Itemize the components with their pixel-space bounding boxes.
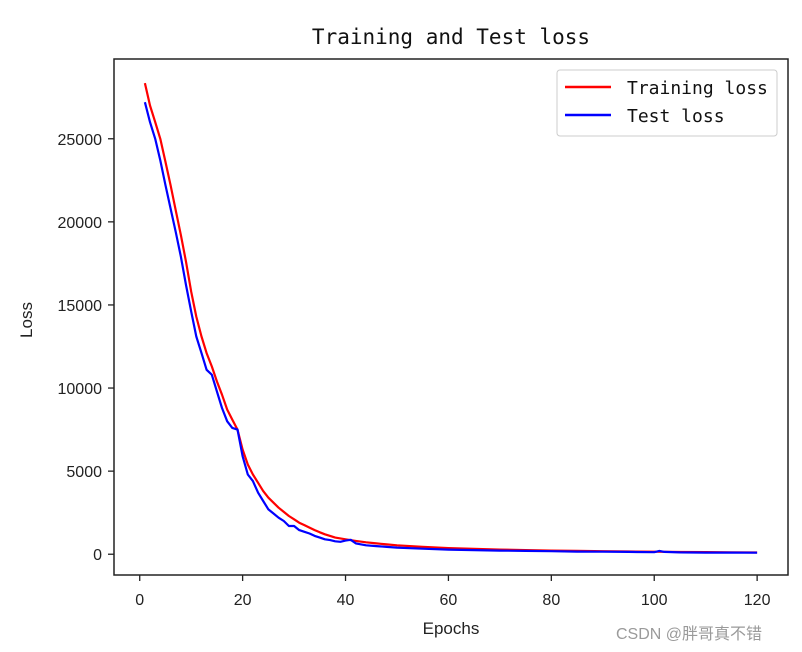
- y-tick-label: 5000: [66, 464, 102, 481]
- x-tick-label: 120: [744, 592, 771, 609]
- series-line-test-loss: [143, 101, 758, 554]
- y-tick-label: 15000: [58, 298, 103, 315]
- y-axis: 0 5000 10000 15000 20000 25000: [58, 132, 114, 564]
- x-tick-label: 20: [234, 592, 252, 609]
- y-tick-label: 20000: [58, 215, 103, 232]
- y-tick-label: 25000: [58, 132, 103, 149]
- plot-area: [113, 58, 789, 576]
- x-tick-label: 0: [135, 592, 144, 609]
- y-axis-label: Loss: [17, 302, 36, 338]
- x-axis-label: Epochs: [423, 619, 480, 638]
- axes-frame: [113, 58, 789, 576]
- legend-label-training: Training loss: [627, 78, 768, 99]
- x-tick-label: 60: [440, 592, 458, 609]
- chart-title: Training and Test loss: [312, 25, 590, 49]
- legend: Training loss Test loss: [556, 69, 778, 137]
- y-tick-label: 10000: [58, 381, 103, 398]
- watermark: CSDN @胖哥真不错: [616, 626, 763, 643]
- x-tick-label: 40: [337, 592, 355, 609]
- x-axis: 0 20 40 60 80 100 120: [135, 575, 771, 609]
- x-tick-label: 80: [542, 592, 560, 609]
- y-tick-label: 0: [93, 547, 102, 564]
- legend-box: [556, 69, 778, 137]
- legend-label-test: Test loss: [627, 106, 725, 127]
- x-tick-label: 100: [641, 592, 668, 609]
- series-layer: [143, 82, 758, 554]
